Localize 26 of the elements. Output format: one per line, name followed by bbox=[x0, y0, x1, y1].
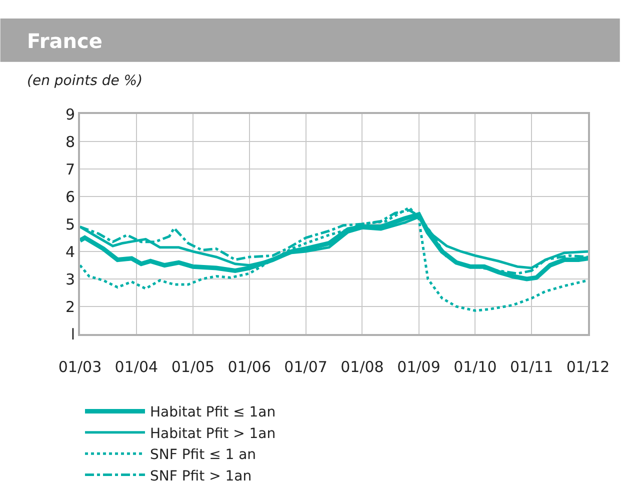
x-tick-label: 01/07 bbox=[284, 358, 328, 376]
line-series bbox=[80, 206, 588, 312]
y-tick-label: 5 bbox=[65, 215, 75, 234]
x-tick-label: 01/04 bbox=[114, 358, 158, 376]
legend-label: Habitat Pfit > 1an bbox=[150, 426, 276, 442]
legend-label: SNF Pfit ≤ 1 an bbox=[150, 447, 256, 464]
legend-label: Habitat Pfit ≤ 1an bbox=[150, 404, 276, 421]
x-tick-label: 01/03 bbox=[58, 358, 102, 376]
y-tick-label: 8 bbox=[65, 132, 75, 151]
x-tick-label: 01/08 bbox=[340, 358, 384, 376]
x-tick-label: 01/12 bbox=[566, 358, 610, 376]
y-tick-label: 6 bbox=[65, 188, 75, 206]
y-tick-label: l bbox=[70, 325, 75, 344]
x-tick-label: 01/05 bbox=[171, 358, 215, 376]
x-tick-label: 01/11 bbox=[510, 358, 554, 376]
y-tick-label: 2 bbox=[65, 298, 75, 316]
y-tick-label: 3 bbox=[65, 270, 75, 288]
x-tick-label: 01/09 bbox=[397, 358, 440, 376]
legend-label: SNF Pfit > 1an bbox=[150, 468, 252, 484]
chart-subtitle: (en points de %) bbox=[27, 73, 143, 89]
chart-title: France bbox=[27, 29, 102, 53]
y-tick-label: 7 bbox=[65, 160, 75, 178]
y-tick-label: 4 bbox=[65, 242, 75, 261]
x-tick-label: 01/06 bbox=[228, 358, 271, 376]
x-tick-label: 01/10 bbox=[454, 358, 497, 376]
y-tick-label: 9 bbox=[65, 105, 75, 124]
